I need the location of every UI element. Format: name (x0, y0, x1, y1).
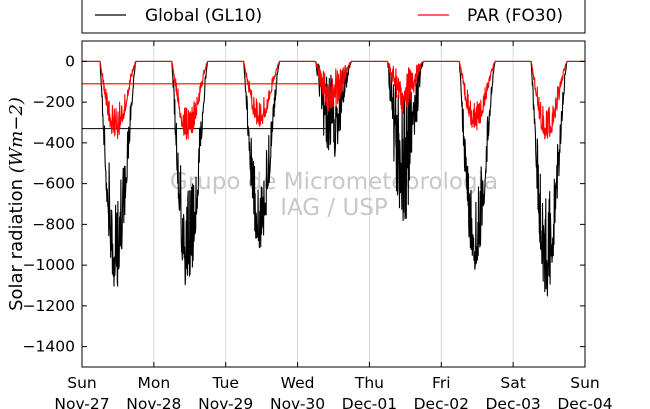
plot-frame (81, 40, 586, 368)
legend: Global (GL10) PAR (FO30) (81, 0, 586, 34)
legend-label-global: Global (GL10) (145, 6, 262, 26)
series-line-par (81, 60, 586, 140)
watermark-line-2: IAG / USP (280, 195, 388, 221)
x-tick-label-day: Wed (281, 374, 315, 392)
x-tick-label-date: Dec-03 (485, 395, 540, 409)
y-tick-label: −200 (32, 93, 75, 111)
y-tick-label: 0 (65, 52, 75, 70)
x-tick-label-date: Nov-30 (270, 395, 325, 409)
y-tick-label: −800 (32, 215, 75, 233)
x-tick-label-day: Sun (570, 374, 600, 392)
y-axis-ticks: 0 −200 −400 −600 −800 −1000 −1200 −1400 (23, 52, 585, 356)
y-tick-label: −1200 (23, 297, 75, 315)
x-tick-label-day: Fri (432, 374, 450, 392)
y-tick-label: −600 (32, 175, 75, 193)
y-axis-label: Solar radiation (Wm−2) (6, 97, 27, 311)
x-tick-label-date: Dec-02 (414, 395, 469, 409)
vertical-gridlines (153, 41, 514, 367)
x-tick-label-date: Nov-29 (198, 395, 253, 409)
x-tick-label-date: Nov-27 (54, 395, 109, 409)
x-tick-label-day: Thu (354, 374, 384, 392)
y-tick-label: −1000 (23, 256, 75, 274)
series-layer (81, 60, 586, 297)
x-tick-label-day: Tue (211, 374, 238, 392)
legend-frame (81, 0, 586, 34)
y-axis-label-units: (Wm−2) (6, 97, 27, 173)
legend-label-par: PAR (FO30) (467, 6, 563, 26)
y-tick-label: −1400 (23, 338, 75, 356)
watermark-line-1: Grupo de Micrometeorologia (170, 169, 498, 195)
x-tick-label-date: Dec-04 (557, 395, 612, 409)
y-axis-label-text: Solar radiation (6, 179, 27, 311)
y-tick-label: −400 (32, 134, 75, 152)
x-axis-ticks: Sun Nov-27 Mon Nov-28 Tue Nov-29 Wed Nov-30 Thu D… (54, 41, 613, 409)
x-tick-label-day: Sat (500, 374, 525, 392)
x-tick-label-date: Nov-28 (126, 395, 181, 409)
x-tick-label-day: Sun (67, 374, 97, 392)
x-tick-label-date: Dec-01 (342, 395, 397, 409)
x-tick-label-day: Mon (138, 374, 171, 392)
